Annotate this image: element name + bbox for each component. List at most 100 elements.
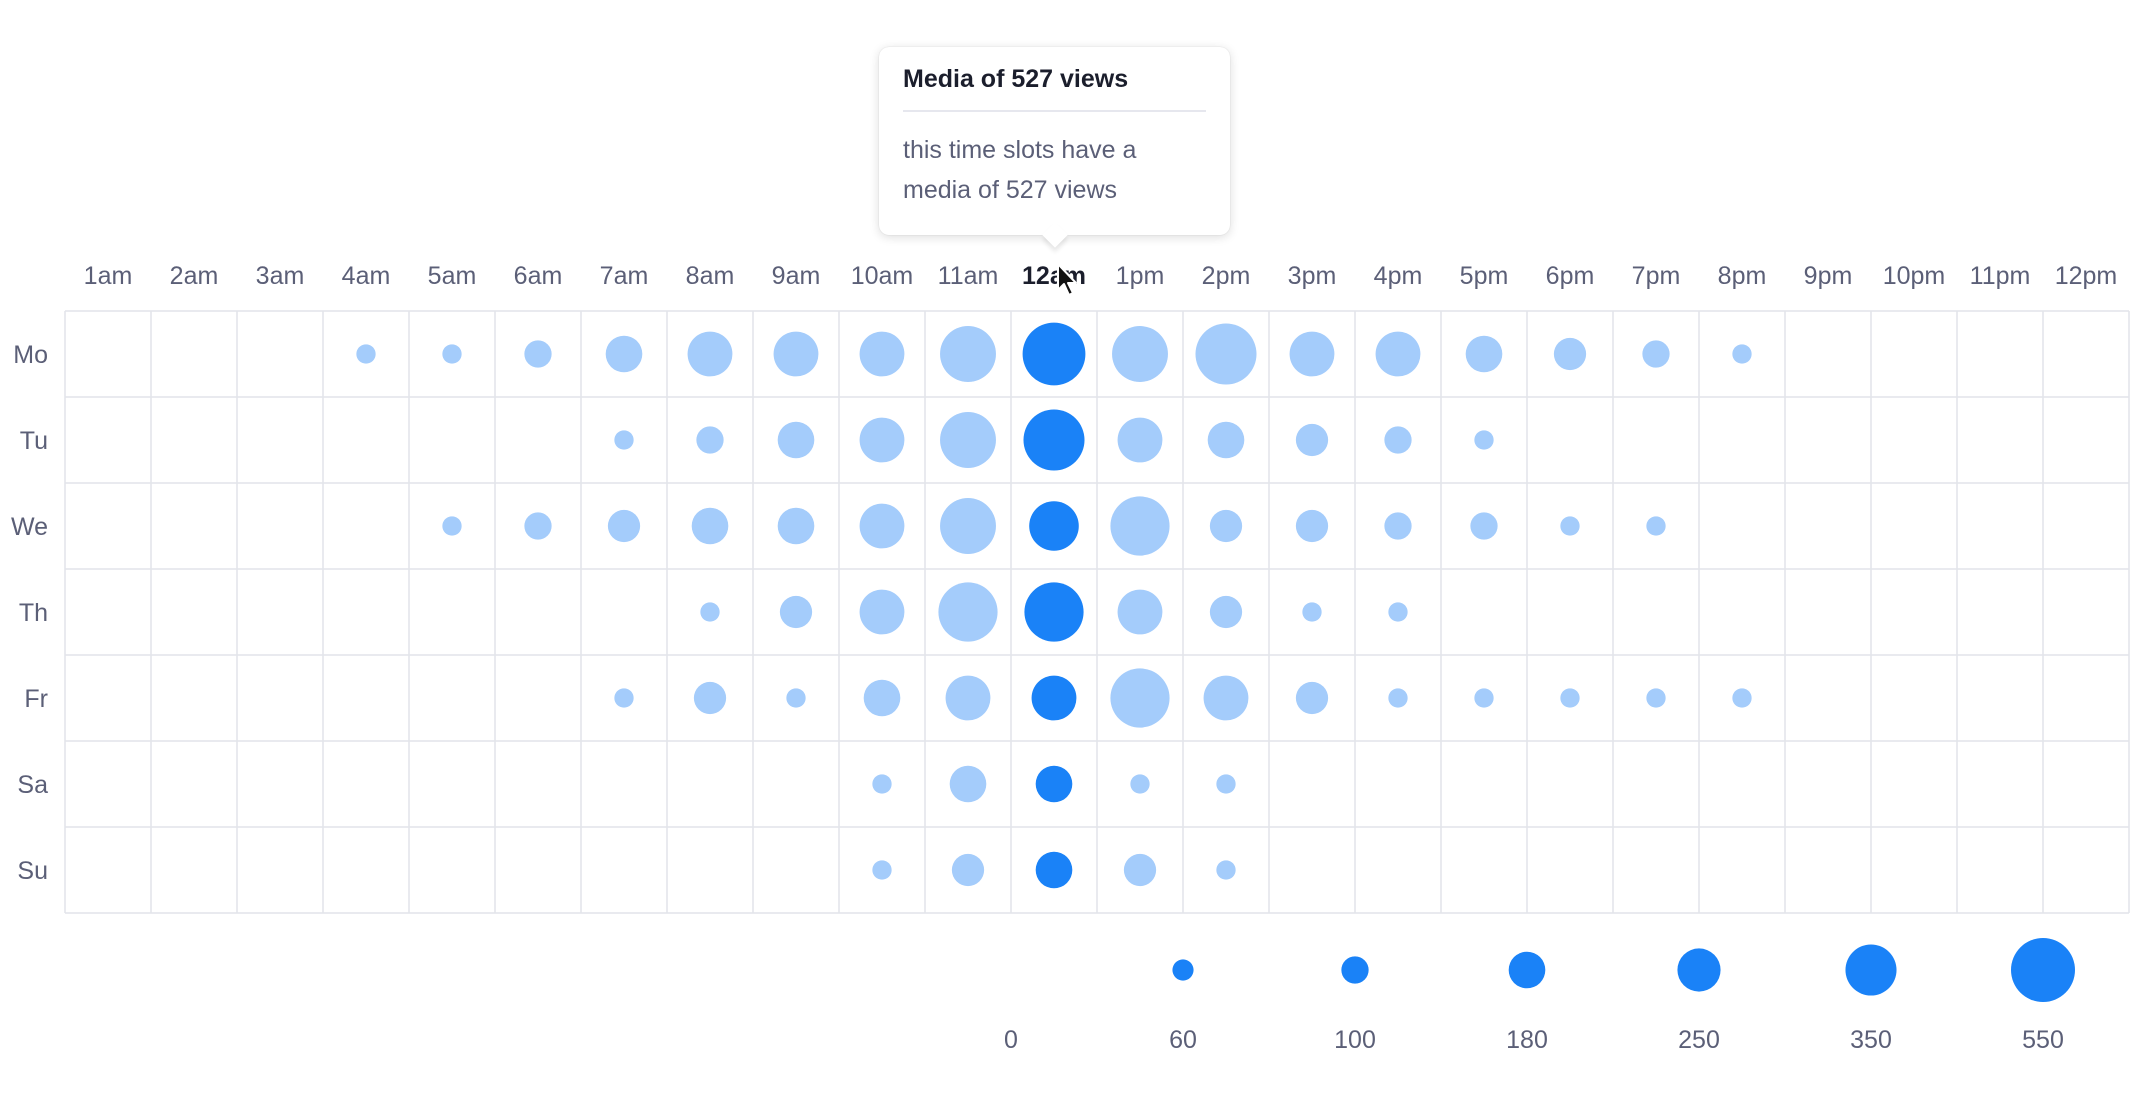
- bubble: [442, 516, 462, 536]
- x-tick-label: 8am: [686, 262, 735, 290]
- hover-tooltip: Media of 527 views this time slots have …: [879, 47, 1230, 248]
- bubble: [938, 582, 998, 642]
- bubble: [1375, 331, 1421, 377]
- x-tick-label: 1am: [84, 262, 133, 290]
- bubble: [1216, 774, 1236, 794]
- bubble: [1112, 326, 1168, 382]
- bubble: [1295, 681, 1329, 715]
- bubble: [779, 595, 813, 629]
- y-axis-day-labels: Mo Tu We Th Fr Sa Su: [11, 341, 48, 885]
- legend-label: 180: [1506, 1026, 1548, 1054]
- x-tick-label: 10pm: [1883, 262, 1946, 290]
- x-tick-label: 12pm: [2055, 262, 2118, 290]
- chart-grid: [64, 310, 2130, 914]
- bubble: [1465, 335, 1503, 373]
- bubble: [859, 331, 905, 377]
- legend-bubble: [1845, 944, 1897, 996]
- legend-bubble: [1508, 951, 1546, 989]
- bubble: [1553, 337, 1587, 371]
- bubble: [1023, 409, 1085, 471]
- bubble: [605, 335, 643, 373]
- tooltip-title: Media of 527 views: [903, 65, 1206, 112]
- bubble: [1295, 423, 1329, 457]
- bubble: [1207, 421, 1245, 459]
- x-tick-label: 1pm: [1116, 262, 1165, 290]
- x-tick-label: 7pm: [1632, 262, 1681, 290]
- bubble: [777, 507, 815, 545]
- bubble: [859, 417, 905, 463]
- mouse-pointer-icon: [1057, 263, 1077, 296]
- x-tick-label: 6pm: [1546, 262, 1595, 290]
- bubble: [614, 430, 634, 450]
- bubble: [777, 421, 815, 459]
- bubble: [940, 326, 996, 382]
- bubble: [1209, 595, 1243, 629]
- bubble: [693, 681, 727, 715]
- bubble-series: [356, 322, 1752, 889]
- bubble: [1035, 851, 1073, 889]
- x-tick-label: 4pm: [1374, 262, 1423, 290]
- bubble: [356, 344, 376, 364]
- y-tick-label: Sa: [17, 771, 48, 799]
- bubble: [1384, 512, 1412, 540]
- bubble: [700, 602, 720, 622]
- bubble: [1470, 512, 1498, 540]
- legend-label: 250: [1678, 1026, 1720, 1054]
- legend-label: 0: [1004, 1026, 1018, 1054]
- bubble: [872, 774, 892, 794]
- x-tick-label: 9am: [772, 262, 821, 290]
- bubble: [691, 507, 729, 545]
- bubble: [1195, 323, 1257, 385]
- legend-bubble: [1172, 959, 1194, 981]
- bubble: [859, 503, 905, 549]
- bubble: [442, 344, 462, 364]
- bubble: [614, 688, 634, 708]
- legend-bubble: [1341, 956, 1369, 984]
- x-tick-label: 7am: [600, 262, 649, 290]
- x-tick-label: 10am: [851, 262, 914, 290]
- legend-label: 60: [1169, 1026, 1197, 1054]
- size-legend: 0 60 100 180 250 350 550: [1004, 938, 2075, 1054]
- bubble: [859, 589, 905, 635]
- bubble: [607, 509, 641, 543]
- bubble: [1560, 688, 1580, 708]
- bubble: [940, 498, 996, 554]
- bubble: [1117, 417, 1163, 463]
- bubble: [1031, 675, 1077, 721]
- y-tick-label: Fr: [24, 685, 48, 713]
- bubble: [1289, 331, 1335, 377]
- bubble: [1302, 602, 1322, 622]
- legend-bubble: [2011, 938, 2075, 1002]
- legend-bubble: [1677, 948, 1721, 992]
- bubble: [1474, 688, 1494, 708]
- bubble: [1029, 501, 1079, 551]
- bubble: [951, 853, 985, 887]
- x-tick-label: 2am: [170, 262, 219, 290]
- bubble: [1474, 430, 1494, 450]
- bubble: [1110, 668, 1170, 728]
- bubble: [1388, 688, 1408, 708]
- y-tick-label: Th: [19, 599, 48, 627]
- x-tick-label: 3pm: [1288, 262, 1337, 290]
- bubble: [1024, 582, 1084, 642]
- bubble: [1216, 860, 1236, 880]
- bubble: [1384, 426, 1412, 454]
- bubble: [773, 331, 819, 377]
- bubble: [1110, 496, 1170, 556]
- bubble: [687, 331, 733, 377]
- bubble: [786, 688, 806, 708]
- x-tick-label: 2pm: [1202, 262, 1251, 290]
- x-tick-label: 4am: [342, 262, 391, 290]
- y-tick-label: Su: [17, 857, 48, 885]
- tooltip-body: this time slots have a media of 527 view…: [903, 136, 1137, 204]
- legend-label: 550: [2022, 1026, 2064, 1054]
- bubble: [1035, 765, 1073, 803]
- bubble: [1022, 322, 1086, 386]
- bubble: [1646, 688, 1666, 708]
- legend-label: 100: [1334, 1026, 1376, 1054]
- x-tick-label: 3am: [256, 262, 305, 290]
- bubble: [1123, 853, 1157, 887]
- x-tick-label: 9pm: [1804, 262, 1853, 290]
- x-tick-label: 12am: [1022, 262, 1086, 290]
